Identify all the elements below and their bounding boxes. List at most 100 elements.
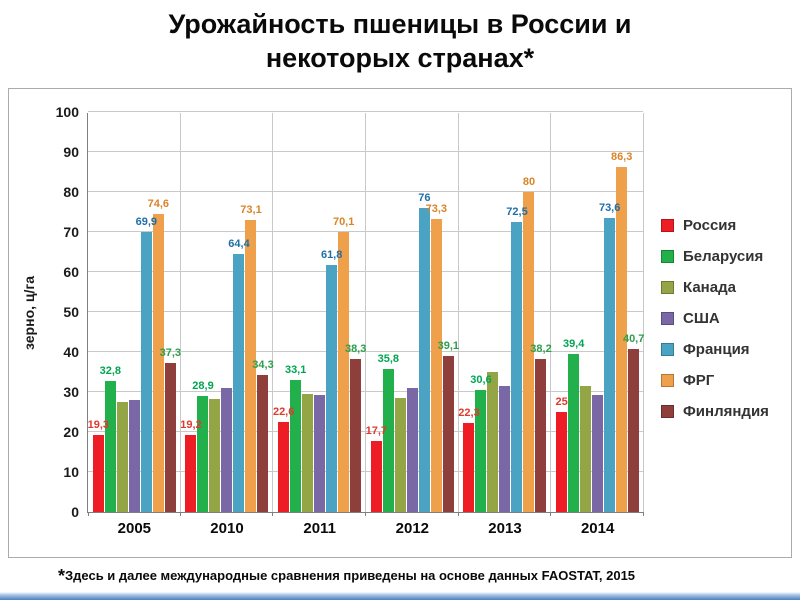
bar-group-2005: 19,3 32,8 69,9 74,6 37,3 <box>88 113 181 512</box>
legend-swatch <box>661 343 674 356</box>
bar-Россия-2014 <box>556 412 568 512</box>
page-title: Урожайность пшеницы в России и некоторых… <box>168 9 632 73</box>
bar-value-label: 35,8 <box>377 352 400 365</box>
bar-Россия-2012 <box>370 441 382 512</box>
bar-value-label: 19,2 <box>180 419 202 432</box>
y-tick-label: 90 <box>63 144 79 160</box>
bar-value-label: 70,1 <box>332 215 355 228</box>
bar-Беларусия-2005 <box>104 380 116 512</box>
y-tick-label: 10 <box>63 464 79 480</box>
bar-group-2014: 25 39,4 73,6 86,3 40,7 <box>551 113 644 512</box>
bar-value-label: 28,9 <box>192 380 214 393</box>
bar-value-label: 74,6 <box>147 197 170 210</box>
x-tick-mark <box>457 512 459 516</box>
bar-value-label: 37,3 <box>159 346 182 359</box>
bar-Беларусия-2010 <box>197 396 209 512</box>
bar-group-2011: 22,6 33,1 61,8 70,1 38,3 <box>273 113 366 512</box>
bar-value-label: 33,1 <box>284 363 307 376</box>
bar-value-label: 72,5 <box>506 206 528 218</box>
bar-Канада-2010 <box>209 399 221 512</box>
plot-area: 0 10 20 30 40 50 60 70 80 90 100 19,3 32,8 69,9 74,6 37… <box>56 104 645 537</box>
bar-Финляндия-2010 <box>257 374 269 512</box>
bar-value-label: 40,7 <box>622 333 645 346</box>
bar-ФРГ-2005 <box>152 213 164 512</box>
bar-Россия-2013 <box>463 422 475 512</box>
bar-value-label: 64,4 <box>228 238 250 251</box>
bar-ФРГ-2010 <box>245 219 257 512</box>
x-tick-label: 2013 <box>488 520 522 537</box>
y-tick-label: 80 <box>63 184 79 200</box>
bar-США-2013 <box>499 385 511 512</box>
y-tick-label: 60 <box>63 264 79 280</box>
y-tick-label: 50 <box>63 304 79 320</box>
legend-swatch <box>661 374 674 387</box>
y-tick-label: 70 <box>63 224 79 240</box>
bar-group-2013: 22,3 30,6 72,5 80 38,2 <box>458 113 552 512</box>
footnote-text: Здесь и далее международные сравнения пр… <box>65 568 636 583</box>
bar-value-label: 38,3 <box>344 342 367 355</box>
vertical-gridline <box>272 113 274 512</box>
bar-Канада-2011 <box>302 394 314 512</box>
bar-value-label: 69,9 <box>135 216 158 229</box>
bar-value-label: 22,3 <box>458 406 480 419</box>
legend-swatch <box>661 219 674 232</box>
y-tick-label: 30 <box>63 384 79 400</box>
legend-label: США <box>683 310 720 327</box>
legend-item-Россия: Россия <box>661 217 769 234</box>
bar-value-label: 38,2 <box>530 343 552 356</box>
legend-item-Беларусия: Беларусия <box>661 248 769 265</box>
bar-Канада-2005 <box>116 402 128 512</box>
x-tick-mark <box>272 512 274 516</box>
bar-Беларусия-2011 <box>290 379 302 512</box>
bar-Франция-2014 <box>604 217 616 512</box>
x-tick-mark <box>550 512 552 516</box>
bar-Канада-2014 <box>580 386 592 512</box>
bar-value-label: 61,8 <box>320 248 343 261</box>
y-tick-label: 40 <box>63 344 79 360</box>
legend-label: Беларусия <box>683 248 764 265</box>
x-tick-label: 2010 <box>210 520 244 537</box>
bar-Канада-2013 <box>487 372 499 512</box>
bottom-accent-strip <box>0 592 800 600</box>
bar-Франция-2011 <box>326 264 338 512</box>
legend-label: Финляндия <box>683 403 769 420</box>
bar-value-label: 25 <box>555 396 568 408</box>
bar-value-label: 19,3 <box>87 418 110 431</box>
chart: зерно, ц/га 0 10 20 30 40 50 60 70 80 90 100 19,3 32… <box>8 88 792 558</box>
bar-США-2012 <box>406 387 418 512</box>
bar-value-label: 34,3 <box>252 358 274 371</box>
x-tick-mark <box>179 512 181 516</box>
bar-Франция-2013 <box>511 222 523 512</box>
bar-Беларусия-2013 <box>475 389 487 512</box>
footnote-marker: * <box>58 566 66 586</box>
y-tick-label: 20 <box>63 424 79 440</box>
bar-value-label: 86,3 <box>610 150 633 163</box>
legend-item-Франция: Франция <box>661 341 769 358</box>
vertical-gridline <box>550 113 552 512</box>
vertical-gridline <box>179 113 181 512</box>
bar-value-label: 73,3 <box>425 202 448 215</box>
bar-Франция-2012 <box>418 208 430 512</box>
legend-swatch <box>661 250 674 263</box>
vertical-gridline <box>457 113 459 512</box>
bar-ФРГ-2011 <box>338 231 350 512</box>
gridline <box>88 111 643 112</box>
legend-item-США: США <box>661 310 769 327</box>
legend-label: Канада <box>683 279 736 296</box>
bar-value-label: 73,6 <box>598 201 621 214</box>
vertical-gridline <box>365 113 366 512</box>
vertical-gridline <box>643 113 644 512</box>
legend-item-ФРГ: ФРГ <box>661 372 769 389</box>
bar-Финляндия-2011 <box>350 358 362 512</box>
legend-swatch <box>661 312 674 325</box>
bar-ФРГ-2013 <box>523 192 535 512</box>
legend-label: Россия <box>683 217 737 234</box>
x-tick-label: 2011 <box>303 520 336 537</box>
bar-value-label: 22,6 <box>272 405 295 418</box>
bar-США-2005 <box>128 399 140 512</box>
x-tick-mark <box>365 512 366 516</box>
legend-item-Канада: Канада <box>661 279 769 296</box>
bar-США-2014 <box>592 394 604 512</box>
legend-swatch <box>661 281 674 294</box>
x-tick-mark <box>643 512 644 516</box>
